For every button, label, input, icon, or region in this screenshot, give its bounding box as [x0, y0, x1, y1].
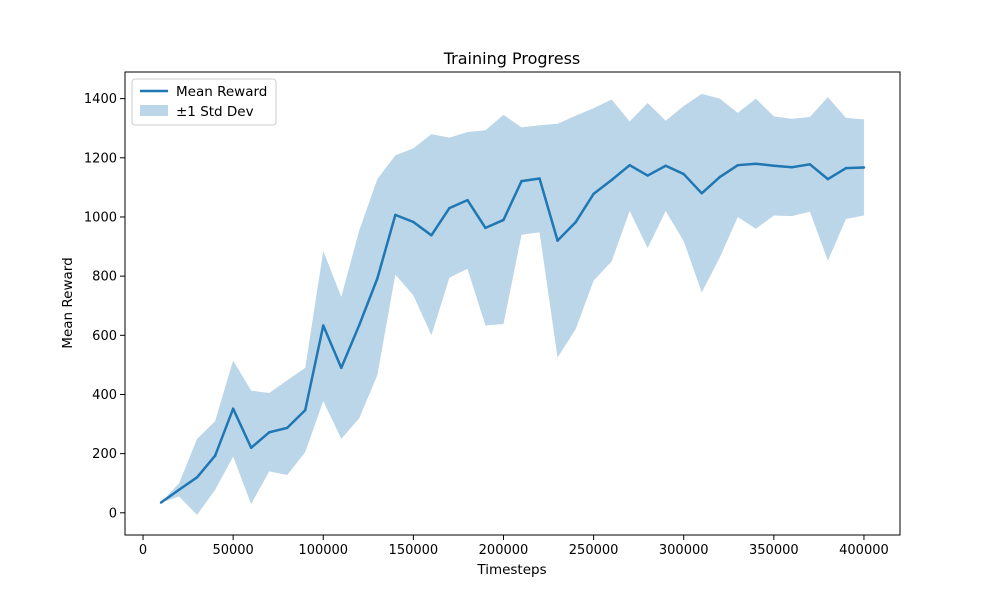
- x-tick-label: 0: [139, 543, 147, 558]
- mean-reward-point: [177, 488, 181, 491]
- y-tick-label: 200: [92, 447, 117, 462]
- mean-reward-point: [628, 163, 631, 167]
- mean-reward-point: [700, 192, 703, 195]
- mean-reward-point: [502, 218, 505, 222]
- mean-reward-point: [682, 172, 685, 176]
- mean-reward-point: [610, 178, 613, 182]
- mean-reward-point: [556, 239, 559, 242]
- mean-reward-point: [394, 213, 397, 217]
- mean-reward-point: [231, 407, 235, 410]
- mean-reward-point: [646, 174, 649, 177]
- mean-reward-point: [844, 166, 848, 170]
- mean-reward-point: [285, 426, 289, 430]
- legend: Mean Reward ±1 Std Dev: [131, 78, 277, 126]
- mean-reward-point: [267, 431, 271, 434]
- mean-reward-point: [718, 175, 722, 179]
- mean-reward-point: [448, 206, 451, 210]
- y-axis-label: Mean Reward: [60, 257, 76, 348]
- x-tick-label: 50000: [212, 543, 253, 558]
- mean-reward-point: [484, 226, 487, 230]
- mean-reward-line: [160, 162, 864, 504]
- mean-reward-point: [736, 163, 740, 167]
- mean-reward-point: [790, 166, 794, 169]
- y-tick-label: 0: [109, 506, 117, 521]
- plot-area: [159, 93, 866, 515]
- mean-reward-point: [772, 164, 776, 168]
- mean-reward-point: [754, 162, 758, 165]
- mean-reward-point: [862, 166, 866, 169]
- mean-reward-point: [303, 408, 307, 412]
- mean-reward-point: [412, 220, 415, 224]
- y-tick-label: 400: [92, 388, 117, 403]
- y-tick-label: 1000: [84, 210, 117, 225]
- axes: 0 50000 100000 150000 200000 250000 300000 3500…: [84, 71, 901, 558]
- x-tick-label: 150000: [389, 543, 439, 558]
- legend-label-mean-reward: Mean Reward: [176, 84, 267, 100]
- mean-reward-point: [520, 179, 523, 183]
- mean-reward-point: [195, 476, 199, 479]
- mean-reward-point: [538, 177, 541, 180]
- x-tick-label: 350000: [749, 543, 799, 558]
- y-tick-label: 1400: [84, 92, 117, 107]
- mean-reward-point: [574, 221, 577, 224]
- mean-reward-point: [808, 163, 812, 166]
- x-tick-label: 250000: [569, 543, 619, 558]
- mean-reward-point: [376, 277, 379, 280]
- mean-reward-point: [159, 501, 163, 504]
- y-tick-label: 800: [92, 270, 117, 285]
- legend-band-swatch: [140, 105, 168, 116]
- x-tick-label: 300000: [659, 543, 709, 558]
- mean-reward-point: [249, 446, 253, 449]
- mean-reward-point: [340, 366, 343, 370]
- mean-reward-point: [664, 164, 667, 168]
- chart-title: Training Progress: [443, 49, 581, 68]
- x-axis-label: Timesteps: [476, 562, 546, 578]
- x-tick-label: 400000: [839, 543, 889, 558]
- mean-reward-point: [322, 324, 325, 327]
- mean-reward-point: [592, 192, 595, 196]
- legend-label-std-dev: ±1 Std Dev: [176, 104, 254, 120]
- mean-reward-point: [213, 454, 217, 457]
- mean-reward-point: [358, 323, 361, 327]
- x-tick-label: 100000: [298, 543, 348, 558]
- y-tick-label: 1200: [84, 151, 117, 166]
- std-dev-band: [161, 93, 864, 515]
- mean-reward-point: [466, 198, 469, 202]
- x-tick-label: 200000: [479, 543, 529, 558]
- mean-reward-point: [430, 234, 433, 237]
- y-tick-label: 600: [92, 329, 117, 344]
- mean-reward-point: [826, 177, 830, 181]
- plot-frame: [124, 71, 901, 536]
